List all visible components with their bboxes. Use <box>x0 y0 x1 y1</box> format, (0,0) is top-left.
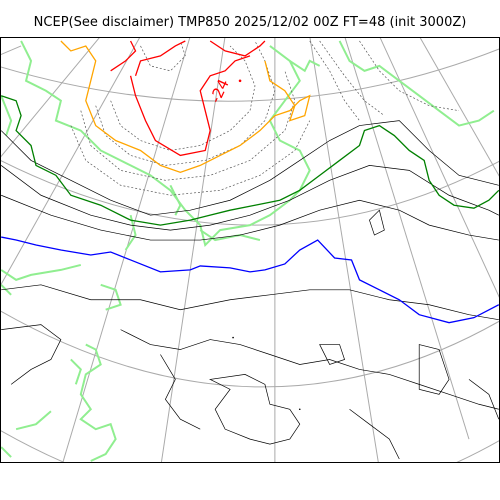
isotherm-minus24 <box>110 40 266 157</box>
map-panel: -24 <box>0 37 500 463</box>
map-title: NCEP(See disclaimer) TMP850 2025/12/02 0… <box>33 15 467 30</box>
isotherm-0 <box>1 236 499 324</box>
isotherm-minus18 <box>60 40 311 174</box>
isotherms-dashed <box>70 40 460 196</box>
coastlines <box>1 40 495 462</box>
map-canvas: -24 <box>1 38 499 462</box>
isotherms-generic <box>1 120 499 460</box>
graticule <box>1 38 499 462</box>
isotherm-minus6 <box>1 95 499 226</box>
